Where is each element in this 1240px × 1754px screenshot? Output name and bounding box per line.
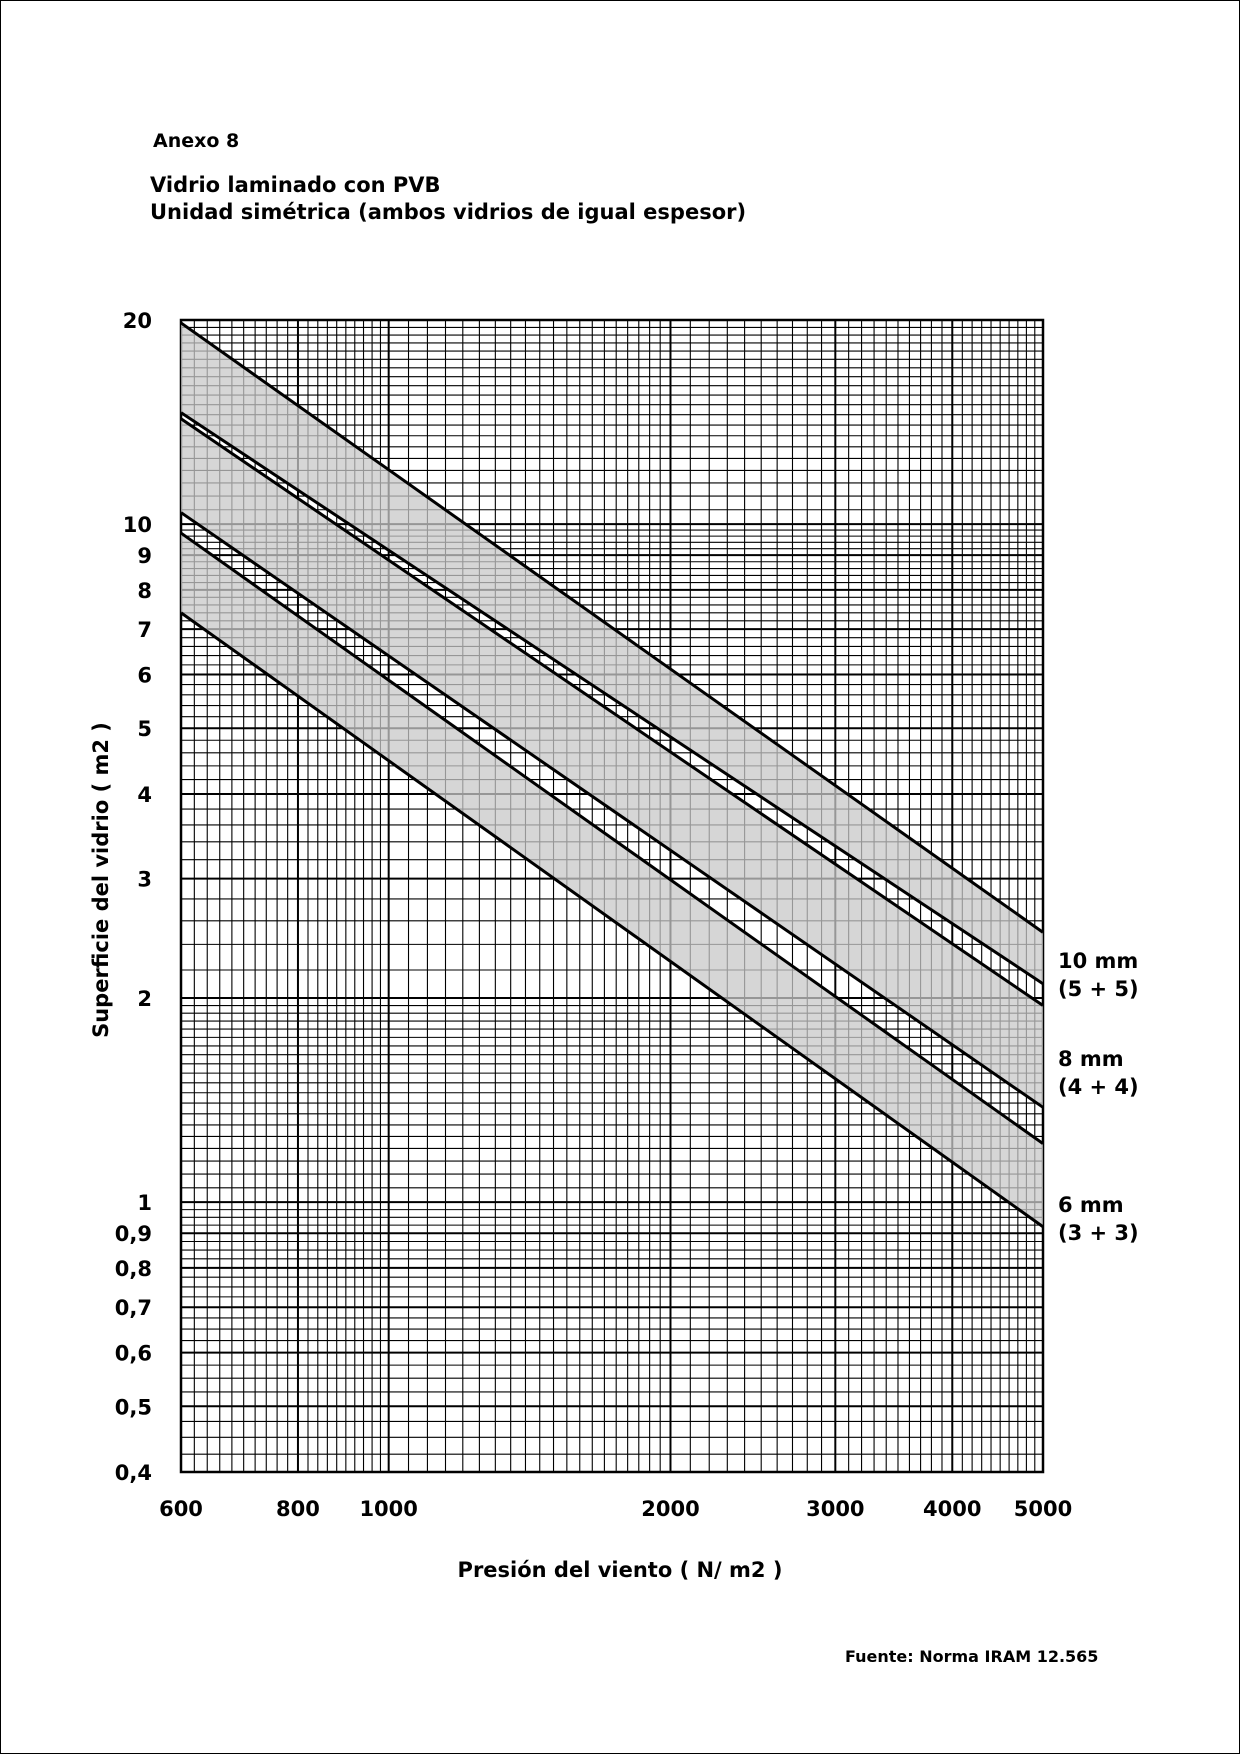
band-lower-line-0	[180, 411, 1044, 985]
band-lower-line-1	[180, 511, 1044, 1109]
band-labels: 10 mm (5 + 5) 8 mm (4 + 4) 6 mm (3 + 3)	[1058, 949, 1139, 1245]
chart-title: Vidrio laminado con PVB	[150, 173, 441, 197]
x-tick-label: 1000	[359, 1497, 417, 1521]
band-label-0: (5 + 5)	[1058, 977, 1139, 1001]
x-tick-label: 3000	[806, 1497, 864, 1521]
band-upper-line-1	[180, 417, 1044, 1007]
y-tick-label: 4	[137, 783, 152, 807]
y-tick-label: 10	[123, 513, 152, 537]
y-tick-label: 9	[137, 544, 152, 568]
y-tick-label: 0,6	[115, 1342, 152, 1366]
y-tick-label: 1	[137, 1191, 152, 1215]
y-tick-label: 20	[123, 309, 152, 333]
x-tick-label: 4000	[923, 1497, 981, 1521]
band-label-1: (4 + 4)	[1058, 1075, 1139, 1099]
plot-frame	[179, 318, 1045, 1474]
x-tick-label: 2000	[641, 1497, 699, 1521]
band-lower-line-2	[180, 611, 1044, 1228]
y-tick-label: 0,7	[115, 1296, 152, 1320]
y-tick-label: 2	[137, 987, 152, 1011]
x-tick-label: 800	[276, 1497, 320, 1521]
band-upper-line-2	[180, 531, 1044, 1145]
y-tick-label: 0,4	[115, 1461, 152, 1485]
annex-label: Anexo 8	[153, 130, 240, 152]
band-area-2	[181, 533, 1043, 1227]
y-tick-label: 6	[137, 664, 152, 688]
chart-subtitle: Unidad simétrica (ambos vidrios de igual…	[150, 200, 747, 224]
y-tick-label: 3	[137, 868, 152, 892]
band-area-0	[181, 322, 1043, 984]
y-tick-label: 8	[137, 579, 152, 603]
y-axis-label: Superficie del vidrio ( m2 )	[89, 722, 113, 1038]
y-tick-label: 0,5	[115, 1395, 152, 1419]
ticks: 600 800 1000 2000 3000 4000 5000 20 10 9 8 7 6 5 4 3 2 1 0…	[115, 309, 1072, 1521]
x-tick-label: 600	[159, 1497, 203, 1521]
source-note: Fuente: Norma IRAM 12.565	[845, 1647, 1099, 1666]
band-label-2: 6 mm	[1058, 1193, 1124, 1217]
x-axis-label: Presión del viento ( N/ m2 )	[458, 1558, 783, 1582]
band-label-1: 8 mm	[1058, 1047, 1124, 1071]
band-upper-line-0	[180, 321, 1044, 934]
band-area-1	[181, 418, 1043, 1108]
x-tick-label: 5000	[1014, 1497, 1072, 1521]
y-tick-label: 0,9	[115, 1222, 152, 1246]
bands	[180, 321, 1044, 1228]
band-label-0: 10 mm	[1058, 949, 1138, 973]
y-tick-label: 7	[137, 618, 152, 642]
band-label-2: (3 + 3)	[1058, 1221, 1139, 1245]
y-tick-label: 0,8	[115, 1257, 152, 1281]
y-tick-label: 5	[137, 717, 152, 741]
